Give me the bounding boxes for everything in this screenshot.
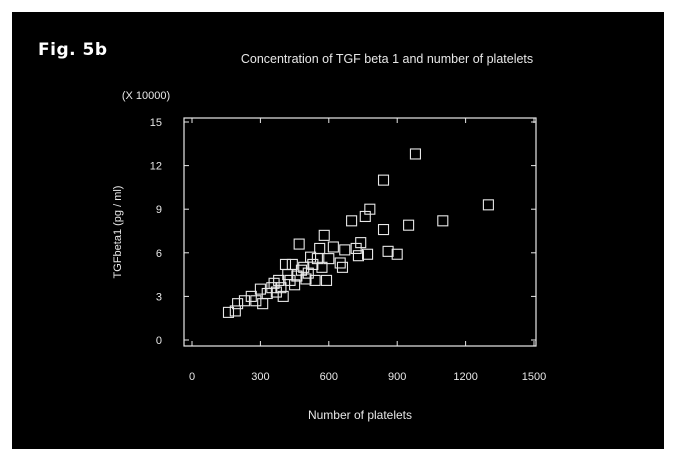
y-multiplier-label: (X 10000) [122, 90, 170, 102]
plot-frame [183, 117, 537, 347]
data-point [355, 237, 367, 249]
chart-title: Concentration of TGF beta 1 and number o… [241, 52, 533, 66]
data-point [377, 174, 390, 186]
data-point [362, 248, 374, 260]
data-point [314, 242, 326, 254]
y-tick-label: 3 [156, 291, 162, 303]
data-point [334, 257, 346, 269]
data-point [293, 238, 305, 250]
y-axis: 0 3 6 9 12 15 [150, 117, 536, 347]
data-point [286, 258, 298, 270]
data-point [250, 295, 262, 307]
figure-panel: Concentration of TGF beta 1 and number o… [12, 12, 664, 449]
data-point [277, 290, 289, 302]
x-tick-label: 1500 [522, 371, 546, 383]
data-points [222, 148, 494, 318]
data-point [279, 258, 292, 270]
data-point [229, 305, 241, 317]
x-tick-label: 300 [251, 371, 269, 383]
data-point [289, 279, 301, 291]
data-point [273, 274, 285, 286]
data-point [316, 261, 328, 273]
data-point [275, 282, 287, 294]
x-tick-label: 0 [189, 371, 195, 383]
data-point [352, 250, 364, 262]
y-tick-label: 0 [156, 335, 162, 347]
data-point [305, 251, 317, 263]
data-point [318, 229, 330, 241]
data-point [327, 241, 339, 253]
data-point [282, 269, 294, 281]
data-point [232, 298, 244, 310]
y-tick-label: 15 [150, 117, 162, 129]
data-point [377, 223, 390, 236]
data-point [336, 261, 349, 273]
data-point [409, 148, 421, 160]
data-point [364, 203, 376, 215]
data-point [339, 244, 351, 256]
data-point [482, 199, 494, 211]
data-point [346, 215, 358, 227]
data-point [309, 274, 321, 286]
data-point [222, 306, 235, 318]
data-point [391, 248, 403, 260]
data-point [300, 273, 312, 285]
data-point [254, 283, 266, 295]
data-point [238, 295, 250, 307]
scatter-plot: Concentration of TGF beta 1 and number o… [112, 52, 546, 422]
data-point [403, 219, 415, 231]
x-tick-label: 600 [320, 371, 338, 383]
figure-label: Fig. 5b [38, 40, 108, 60]
x-tick-label: 900 [388, 371, 406, 383]
y-tick-label: 6 [156, 248, 162, 260]
y-axis-label: TGFbeta1 (pg / ml) [112, 186, 124, 279]
data-point [320, 274, 333, 286]
y-tick-label: 12 [150, 161, 162, 173]
x-axis-label: Number of platelets [308, 408, 412, 422]
data-point [437, 215, 449, 227]
data-point [257, 298, 269, 310]
data-point [382, 245, 394, 257]
data-point [323, 253, 335, 265]
x-axis: 0 300 600 900 1200 1500 [189, 118, 546, 383]
y-tick-label: 9 [156, 204, 162, 216]
x-tick-label: 1200 [453, 371, 477, 383]
